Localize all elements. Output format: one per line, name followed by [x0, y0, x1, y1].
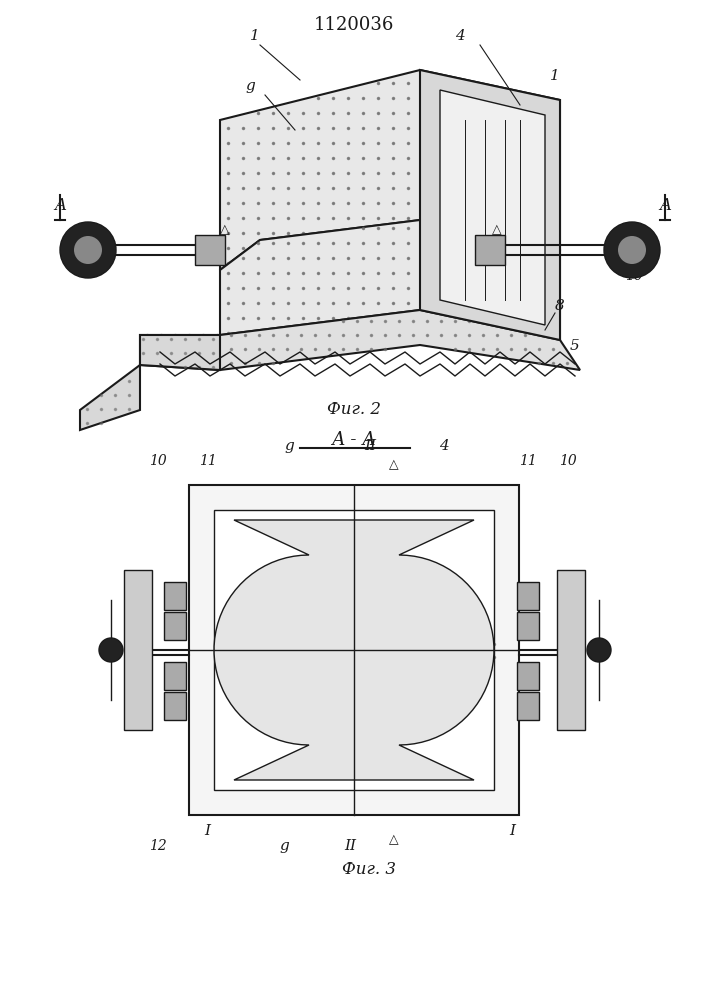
- Text: 10: 10: [625, 269, 643, 283]
- Text: △: △: [492, 224, 502, 236]
- Text: 10: 10: [149, 454, 167, 468]
- Bar: [557, 570, 585, 730]
- Circle shape: [587, 638, 611, 662]
- Text: 8: 8: [555, 299, 565, 313]
- Text: g: g: [245, 79, 255, 93]
- Bar: [124, 570, 152, 730]
- Text: I: I: [509, 824, 515, 838]
- Text: 1120036: 1120036: [314, 16, 395, 34]
- Bar: [517, 692, 539, 720]
- Text: A: A: [659, 196, 671, 214]
- Text: g: g: [284, 439, 293, 453]
- Polygon shape: [214, 520, 494, 780]
- Text: 11: 11: [519, 454, 537, 468]
- Text: 12: 12: [149, 839, 167, 853]
- Bar: [517, 662, 539, 690]
- Text: △: △: [220, 224, 230, 236]
- Polygon shape: [80, 335, 220, 430]
- Circle shape: [618, 236, 646, 264]
- Text: II: II: [344, 839, 356, 853]
- Bar: [164, 662, 186, 690]
- Polygon shape: [140, 310, 580, 370]
- Text: 4: 4: [439, 439, 449, 453]
- Bar: [517, 612, 539, 640]
- Circle shape: [60, 222, 116, 278]
- Text: 11: 11: [199, 454, 217, 468]
- Text: 5: 5: [570, 339, 580, 353]
- Text: △: △: [389, 458, 399, 472]
- Circle shape: [604, 222, 660, 278]
- Polygon shape: [440, 90, 545, 325]
- Polygon shape: [220, 220, 560, 340]
- Bar: [517, 582, 539, 610]
- Bar: [214, 510, 494, 790]
- Bar: [164, 612, 186, 640]
- Bar: [475, 235, 505, 265]
- Text: 4: 4: [455, 29, 465, 43]
- Bar: [195, 235, 225, 265]
- Text: А - А: А - А: [332, 431, 376, 449]
- Text: Фиг. 3: Фиг. 3: [342, 861, 396, 879]
- Bar: [164, 692, 186, 720]
- Text: 1: 1: [250, 29, 260, 43]
- Circle shape: [74, 236, 102, 264]
- Text: Фиг. 2: Фиг. 2: [327, 401, 381, 418]
- Bar: [189, 485, 519, 815]
- Text: 11: 11: [620, 234, 638, 248]
- Text: II: II: [364, 439, 376, 453]
- Text: g: g: [279, 839, 288, 853]
- Text: I: I: [204, 824, 210, 838]
- Bar: [164, 582, 186, 610]
- Polygon shape: [420, 70, 560, 340]
- Polygon shape: [220, 70, 560, 270]
- Circle shape: [99, 638, 123, 662]
- Text: 1: 1: [550, 69, 560, 83]
- Text: △: △: [389, 834, 399, 846]
- Text: A: A: [54, 196, 66, 214]
- Text: 10: 10: [559, 454, 577, 468]
